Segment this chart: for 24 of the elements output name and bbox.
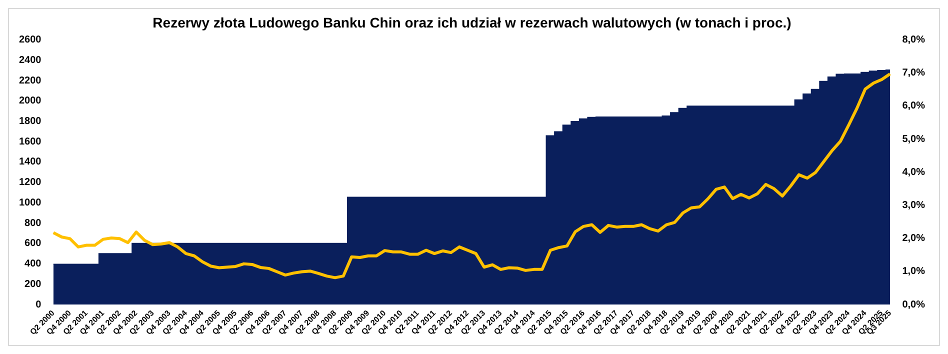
y-tick-label: 1000 [18,197,42,208]
y-tick-label: 2000 [18,96,42,107]
y-tick-label: 200 [24,278,42,290]
y-tick-label: 1600 [18,136,42,148]
y-tick-label: 1200 [18,177,42,188]
y2-tick-label: 0,0% [902,299,926,310]
y2-tick-label: 1,0% [902,266,926,278]
y-tick-label: 2400 [18,54,42,66]
y2-tick-label: 5,0% [902,134,926,145]
y-tick-label: 0 [36,299,42,310]
y2-tick-label: 3,0% [902,200,926,211]
y2-tick-label: 8,0% [902,34,926,46]
y-tick-label: 800 [24,218,42,229]
y2-tick-label: 4,0% [902,166,926,178]
y-tick-label: 2600 [18,34,42,46]
y-tick-label: 1400 [18,156,42,168]
chart-title: Rezerwy złota Ludowego Banku Chin oraz ich udział w rezerwach walutowych (w tonach i proc.) [152,14,792,30]
y-tick-label: 600 [24,238,42,250]
y-tick-label: 1800 [18,116,42,127]
y2-tick-label: 7,0% [902,68,926,79]
y2-tick-label: 6,0% [902,100,926,112]
y-tick-label: 2200 [18,75,42,86]
y2-tick-label: 2,0% [902,233,926,244]
y-tick-label: 400 [24,258,42,270]
